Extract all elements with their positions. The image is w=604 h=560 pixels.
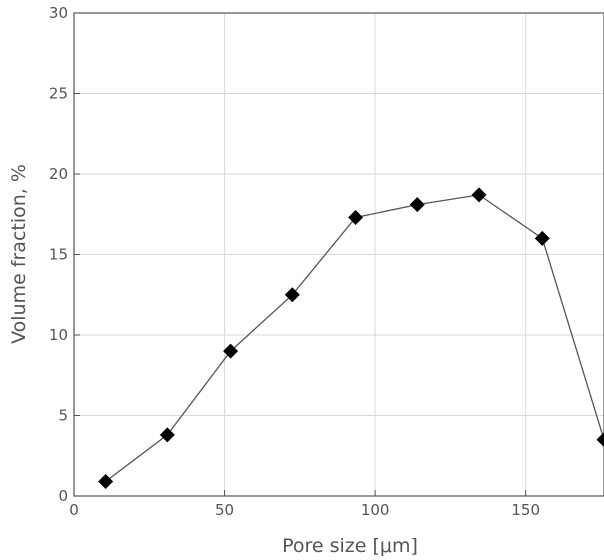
y-tick-label: 30 [49, 4, 68, 22]
x-tick-label: 100 [361, 501, 390, 519]
y-tick-label: 25 [49, 85, 68, 103]
y-tick-label: 15 [49, 246, 68, 264]
y-tick-label: 10 [49, 326, 68, 344]
axis-ticks [73, 12, 527, 497]
data-point-marker [223, 343, 239, 359]
x-tick-label: 50 [215, 501, 234, 519]
x-tick-label: 150 [511, 501, 540, 519]
series-line [105, 194, 604, 483]
grid [73, 12, 604, 497]
data-point-marker [348, 209, 364, 225]
data-point-marker [534, 230, 550, 246]
tick-labels: 0 50 100 150 0 5 10 15 20 25 30 [49, 4, 540, 519]
x-axis-label: Pore size [μm] [282, 535, 418, 557]
x-tick-label: 0 [69, 501, 79, 519]
series-markers [98, 187, 604, 490]
data-point-marker [98, 474, 114, 490]
data-point-marker [159, 427, 175, 443]
data-point-marker [596, 432, 604, 448]
y-tick-label: 20 [49, 165, 68, 183]
data-point-marker [284, 287, 300, 303]
y-tick-label: 0 [58, 487, 68, 505]
y-axis-label: Volume fraction, % [8, 164, 30, 344]
data-point-marker [409, 197, 425, 213]
y-tick-label: 5 [58, 407, 68, 425]
data-point-marker [471, 187, 487, 203]
